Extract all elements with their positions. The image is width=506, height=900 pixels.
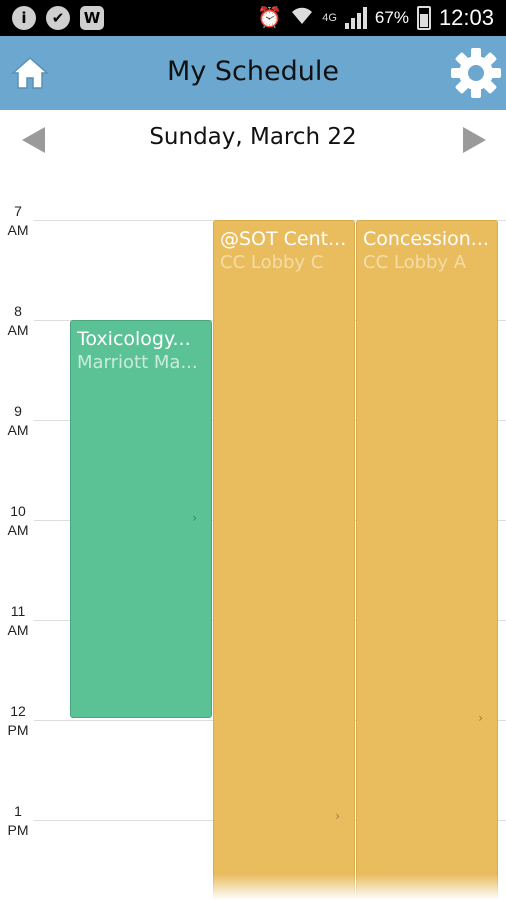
- day-timeline[interactable]: 7 AM 8 AM 9 AM 10 AM 11 AM 12 PM 1 PM Toxicolog…: [0, 168, 506, 900]
- info-icon: i: [12, 6, 36, 30]
- home-button[interactable]: [0, 36, 60, 110]
- next-day-arrow-icon[interactable]: [463, 127, 486, 153]
- clock: 12:03: [438, 4, 494, 30]
- battery-percent: 67%: [374, 7, 409, 27]
- event-location: CC Lobby C: [220, 252, 324, 273]
- home-icon: [11, 56, 49, 89]
- event-title: Concession...: [363, 228, 489, 250]
- signal-icon: [344, 6, 367, 29]
- hour-label: 8 AM: [7, 303, 29, 338]
- network-type: 4G: [322, 11, 337, 24]
- event-card[interactable]: Toxicology... Marriott Ma... ›: [70, 320, 212, 718]
- chevron-right-icon: ›: [192, 511, 197, 525]
- status-right: ⏰ 4G 67% 12:03: [257, 4, 494, 31]
- chevron-right-icon: ›: [478, 711, 483, 725]
- event-title: Toxicology...: [77, 328, 191, 350]
- date-navigation: Sunday, March 22: [0, 110, 506, 168]
- event-card[interactable]: @SOT Cent... CC Lobby C ›: [213, 220, 355, 900]
- event-title: @SOT Cent...: [220, 228, 347, 250]
- hour-label: 1 PM: [7, 803, 29, 838]
- hour-label: 10 AM: [7, 503, 29, 538]
- wifi-icon: [290, 4, 314, 31]
- hour-label: 12 PM: [7, 703, 29, 738]
- scroll-fade: [0, 874, 506, 900]
- event-location: CC Lobby A: [363, 252, 467, 273]
- hour-label: 11 AM: [7, 603, 29, 638]
- status-bar: i ✔ W ⏰ 4G 67% 12:03: [0, 0, 506, 36]
- notification-icons: i ✔ W: [12, 6, 104, 30]
- current-date: Sunday, March 22: [149, 124, 357, 150]
- w-app-icon: W: [80, 6, 104, 30]
- hour-label: 7 AM: [7, 203, 29, 238]
- hour-label: 9 AM: [7, 403, 29, 438]
- settings-button[interactable]: [446, 36, 506, 110]
- alarm-icon: ⏰: [257, 7, 283, 29]
- previous-day-arrow-icon[interactable]: [22, 127, 45, 153]
- chevron-right-icon: ›: [335, 809, 340, 823]
- check-icon: ✔: [46, 6, 70, 30]
- page-title: My Schedule: [167, 56, 339, 87]
- battery-icon: [416, 5, 431, 30]
- gear-icon: [451, 48, 501, 98]
- event-card[interactable]: Concession... CC Lobby A ›: [356, 220, 498, 900]
- event-location: Marriott Ma...: [77, 352, 198, 373]
- app-bar: My Schedule: [0, 36, 506, 110]
